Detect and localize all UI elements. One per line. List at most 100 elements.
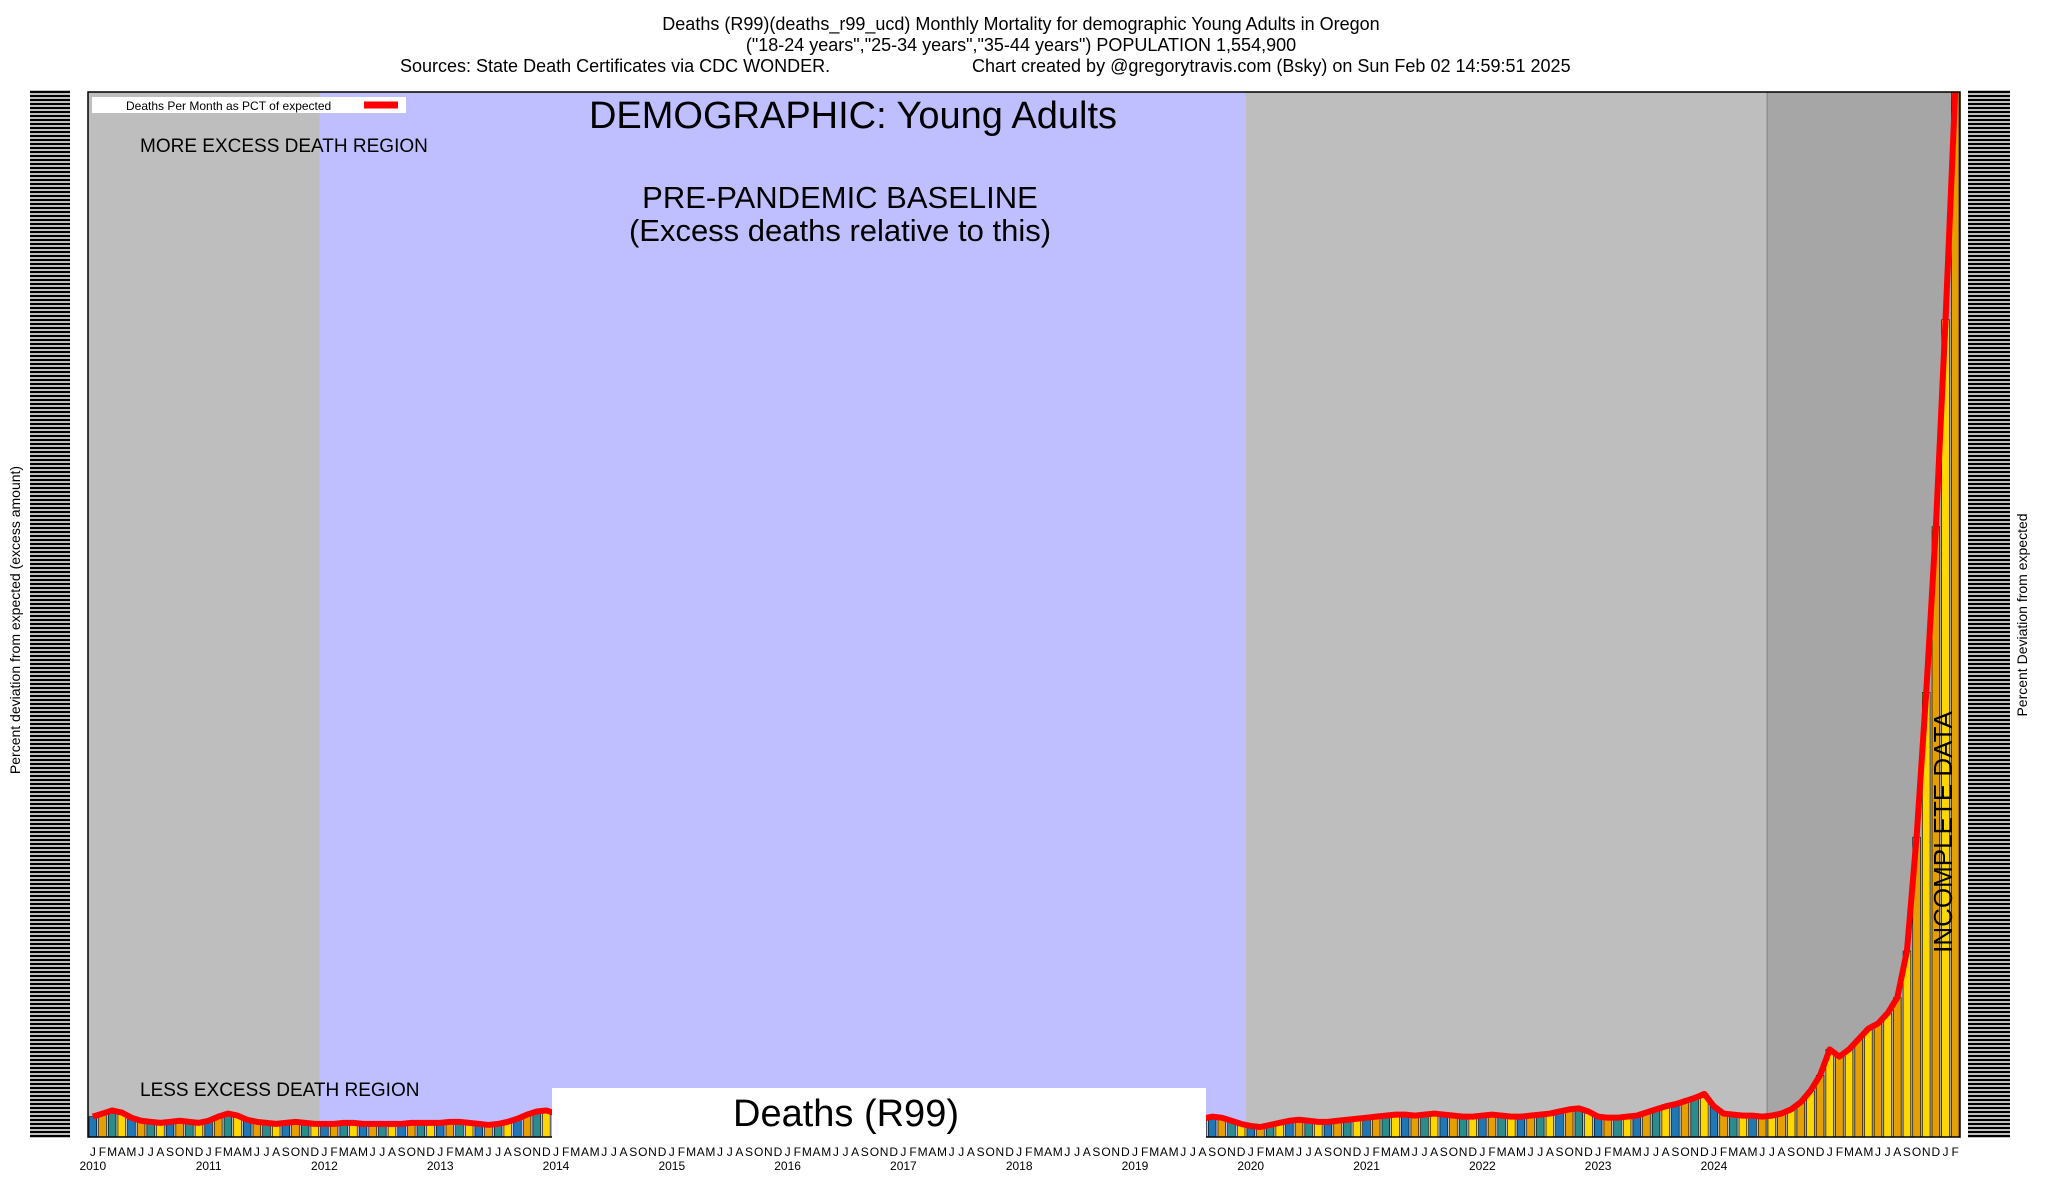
baseline-label-1: PRE-PANDEMIC BASELINE [642,180,1038,215]
month-tick-label: J [1180,1145,1186,1159]
bar [1680,1100,1690,1138]
month-tick-label: M [937,1145,947,1159]
month-tick-label: N [880,1145,889,1159]
bar [1835,1056,1844,1138]
month-tick-label: A [504,1145,512,1159]
month-tick-label: M [358,1145,368,1159]
month-tick-label: F [1373,1145,1380,1159]
year-tick-label: 2017 [890,1159,917,1173]
month-tick-label: A [1662,1145,1670,1159]
month-tick-label: N [1459,1145,1468,1159]
month-tick-label: J [1296,1145,1302,1159]
month-tick-label: O [522,1145,531,1159]
chart-title: DEMOGRAPHIC: Young Adults [589,95,1117,137]
bar [1844,1049,1854,1138]
month-tick-label: S [1440,1145,1448,1159]
bar [1536,1114,1545,1138]
month-tick-label: J [1643,1145,1649,1159]
month-tick-label: J [254,1145,260,1159]
month-tick-label: J [1479,1145,1485,1159]
bar [1864,1028,1873,1138]
month-tick-label: J [1759,1145,1765,1159]
bar [1420,1114,1429,1138]
month-tick-label: S [1787,1145,1795,1159]
month-tick-label: J [1595,1145,1601,1159]
month-tick-label: F [1488,1145,1495,1159]
month-tick-label: M [570,1145,580,1159]
month-tick-label: O [638,1145,647,1159]
month-tick-label: M [107,1145,117,1159]
month-tick-label: N [1806,1145,1815,1159]
month-tick-label: S [1903,1145,1911,1159]
month-tick-label: D [1353,1145,1362,1159]
month-tick-label: M [455,1145,465,1159]
month-tick-label: J [611,1145,617,1159]
month-tick-label: F [215,1145,222,1159]
month-tick-label: J [1943,1145,1949,1159]
year-tick-label: 2021 [1353,1159,1380,1173]
month-tick-label: J [206,1145,212,1159]
month-tick-label: A [851,1145,859,1159]
month-tick-label: J [833,1145,839,1159]
month-tick-label: J [1364,1145,1370,1159]
month-tick-label: A [1044,1145,1052,1159]
month-tick-label: O [291,1145,300,1159]
month-tick-label: M [1612,1145,1622,1159]
year-tick-label: 2022 [1469,1159,1496,1173]
month-tick-label: N [1111,1145,1120,1159]
month-tick-label: A [1507,1145,1515,1159]
month-tick-label: J [485,1145,491,1159]
month-tick-label: M [1033,1145,1043,1159]
bar [1555,1111,1564,1138]
month-tick-label: F [1604,1145,1611,1159]
right-axis-ticks [1968,90,2010,1138]
bar [1401,1114,1410,1138]
month-tick-label: A [1314,1145,1322,1159]
month-tick-label: M [1497,1145,1507,1159]
month-tick-label: O [1680,1145,1689,1159]
month-tick-label: M [1632,1145,1642,1159]
month-tick-label: J [1711,1145,1717,1159]
month-tick-label: M [1516,1145,1526,1159]
month-tick-label: A [928,1145,936,1159]
month-tick-label: J [264,1145,270,1159]
month-tick-label: F [562,1145,569,1159]
month-tick-label: J [949,1145,955,1159]
month-tick-label: F [678,1145,685,1159]
month-tick-label: J [1074,1145,1080,1159]
month-tick-label: D [658,1145,667,1159]
month-tick-label: M [821,1145,831,1159]
baseline-region [319,92,1246,1137]
month-tick-label: D [426,1145,435,1159]
month-tick-label: M [590,1145,600,1159]
month-tick-label: A [1276,1145,1284,1159]
legend-box [92,97,406,113]
month-tick-label: N [1922,1145,1931,1159]
bar [1893,997,1902,1138]
month-tick-label: F [1720,1145,1727,1159]
bar [1873,1023,1883,1138]
bar [1487,1114,1497,1138]
month-tick-label: M [126,1145,136,1159]
month-tick-label: J [148,1145,154,1159]
month-tick-label: S [1556,1145,1564,1159]
legend-label: Deaths Per Month as PCT of expected [126,99,331,113]
year-tick-label: 2013 [427,1159,454,1173]
year-tick-label: 2012 [311,1159,338,1173]
month-tick-label: J [1064,1145,1070,1159]
month-tick-label: S [1324,1145,1332,1159]
month-tick-label: J [495,1145,501,1159]
header-line-3-right: Chart created by @gregorytravis.com (Bsk… [972,56,1571,76]
month-tick-label: S [861,1145,869,1159]
year-tick-labels: 2010 2011 2012 2013 2014 2015 2016 2017 2018 2019… [79,1159,1727,1173]
month-tick-label: F [909,1145,916,1159]
month-tick-label: A [1430,1145,1438,1159]
month-tick-label: S [977,1145,985,1159]
month-tick-label: S [1092,1145,1100,1159]
month-tick-label: A [620,1145,628,1159]
month-tick-label: J [138,1145,144,1159]
month-tick-label: O [1565,1145,1574,1159]
month-tick-label: M [1844,1145,1854,1159]
month-tick-label: A [156,1145,164,1159]
